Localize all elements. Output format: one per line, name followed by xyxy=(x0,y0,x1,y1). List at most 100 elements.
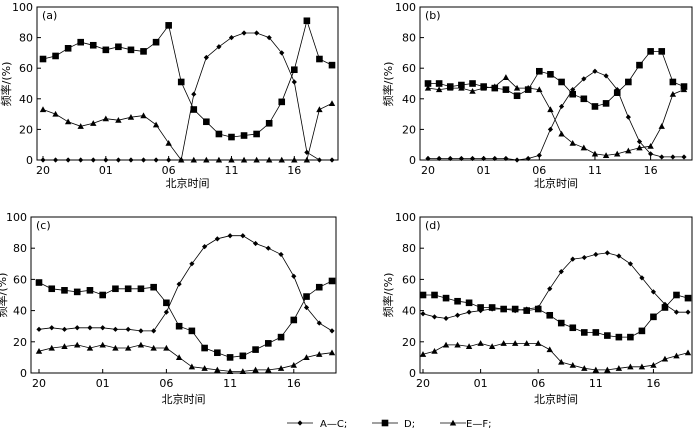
data-point xyxy=(112,285,119,293)
data-point xyxy=(547,126,554,132)
data-point xyxy=(291,66,298,74)
data-point xyxy=(152,121,160,128)
data-point xyxy=(328,61,336,69)
data-point xyxy=(102,115,110,122)
data-point xyxy=(64,45,72,52)
x-tick-label: 11 xyxy=(224,164,238,177)
data-point xyxy=(569,90,576,98)
legend-label: A—C; xyxy=(320,419,347,430)
x-tick-label: 06 xyxy=(159,377,173,390)
data-point xyxy=(650,313,657,321)
data-point xyxy=(87,325,93,331)
series-square xyxy=(39,17,336,141)
data-point xyxy=(503,155,509,162)
data-point xyxy=(202,244,208,250)
data-point xyxy=(124,285,132,293)
legend-label: D; xyxy=(404,419,415,430)
data-point xyxy=(266,35,272,41)
data-point xyxy=(290,316,298,324)
data-point xyxy=(112,344,119,351)
panel-label: (a) xyxy=(42,9,57,22)
data-point xyxy=(546,311,554,319)
data-point xyxy=(523,307,530,314)
data-point xyxy=(558,358,565,365)
data-point xyxy=(226,354,234,361)
series-diamond xyxy=(36,233,335,334)
y-tick-label: 60 xyxy=(13,273,27,286)
data-point xyxy=(465,343,473,350)
data-point xyxy=(190,156,197,163)
data-point xyxy=(514,157,520,163)
data-point xyxy=(454,312,461,318)
x-tick-label: 16 xyxy=(646,377,660,390)
data-point xyxy=(593,251,599,258)
data-point xyxy=(316,55,323,63)
data-point xyxy=(65,157,71,163)
data-point xyxy=(89,41,97,49)
data-point xyxy=(534,305,542,313)
data-point xyxy=(277,333,285,341)
y-tick-label: 80 xyxy=(19,32,33,45)
data-point xyxy=(627,363,634,370)
data-point xyxy=(35,279,43,286)
data-point xyxy=(546,346,553,353)
panel-label: (d) xyxy=(425,219,441,232)
data-point xyxy=(78,157,84,163)
data-point xyxy=(77,123,84,129)
y-tick-label: 20 xyxy=(13,336,27,349)
data-point xyxy=(203,118,210,126)
series-diamond xyxy=(40,30,335,163)
data-point xyxy=(228,156,235,163)
data-point xyxy=(491,83,498,90)
legend-item-square: D; xyxy=(372,419,415,430)
data-point xyxy=(40,157,46,163)
data-point xyxy=(424,80,432,87)
data-point xyxy=(35,347,43,354)
x-axis-title: 北京时间 xyxy=(162,392,206,406)
y-axis-title: 频率/(%) xyxy=(0,273,9,318)
x-tick-label: 11 xyxy=(589,377,603,390)
data-point xyxy=(424,84,432,91)
data-point xyxy=(278,251,284,258)
data-point xyxy=(189,261,195,267)
legend-marker xyxy=(381,419,389,427)
data-point xyxy=(227,233,233,239)
data-point xyxy=(536,86,543,93)
data-point xyxy=(278,98,286,106)
data-point xyxy=(328,349,336,356)
data-point xyxy=(36,326,42,332)
data-point xyxy=(638,363,646,370)
y-tick-label: 0 xyxy=(20,367,27,380)
data-point xyxy=(277,365,285,371)
x-tick-label: 06 xyxy=(531,377,545,390)
panel-label: (c) xyxy=(36,219,51,232)
x-tick-label: 20 xyxy=(416,377,430,390)
data-point xyxy=(137,341,145,348)
data-point xyxy=(547,106,554,113)
data-point xyxy=(625,147,632,154)
data-point xyxy=(328,100,336,106)
data-point xyxy=(673,309,680,315)
data-point xyxy=(570,256,576,262)
x-tick-label: 16 xyxy=(287,164,301,177)
x-tick-label: 11 xyxy=(588,164,602,177)
data-point xyxy=(581,365,588,371)
data-point xyxy=(658,123,665,129)
data-point xyxy=(492,155,498,162)
data-point xyxy=(240,132,248,139)
data-point xyxy=(52,110,59,117)
data-point xyxy=(581,254,587,261)
data-point xyxy=(290,362,297,368)
data-point xyxy=(681,154,687,160)
series-line xyxy=(427,76,685,156)
y-tick-label: 40 xyxy=(402,93,416,106)
data-point xyxy=(252,366,259,373)
data-point xyxy=(647,143,654,149)
data-point xyxy=(558,103,565,110)
data-point xyxy=(152,38,160,46)
series-line xyxy=(422,252,688,319)
legend-item-triangle: E—F; xyxy=(440,419,491,430)
data-point xyxy=(604,366,611,373)
data-point xyxy=(477,340,484,346)
data-point xyxy=(431,291,438,299)
